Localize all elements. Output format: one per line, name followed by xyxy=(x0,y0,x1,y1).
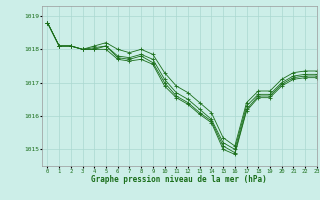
X-axis label: Graphe pression niveau de la mer (hPa): Graphe pression niveau de la mer (hPa) xyxy=(91,175,267,184)
